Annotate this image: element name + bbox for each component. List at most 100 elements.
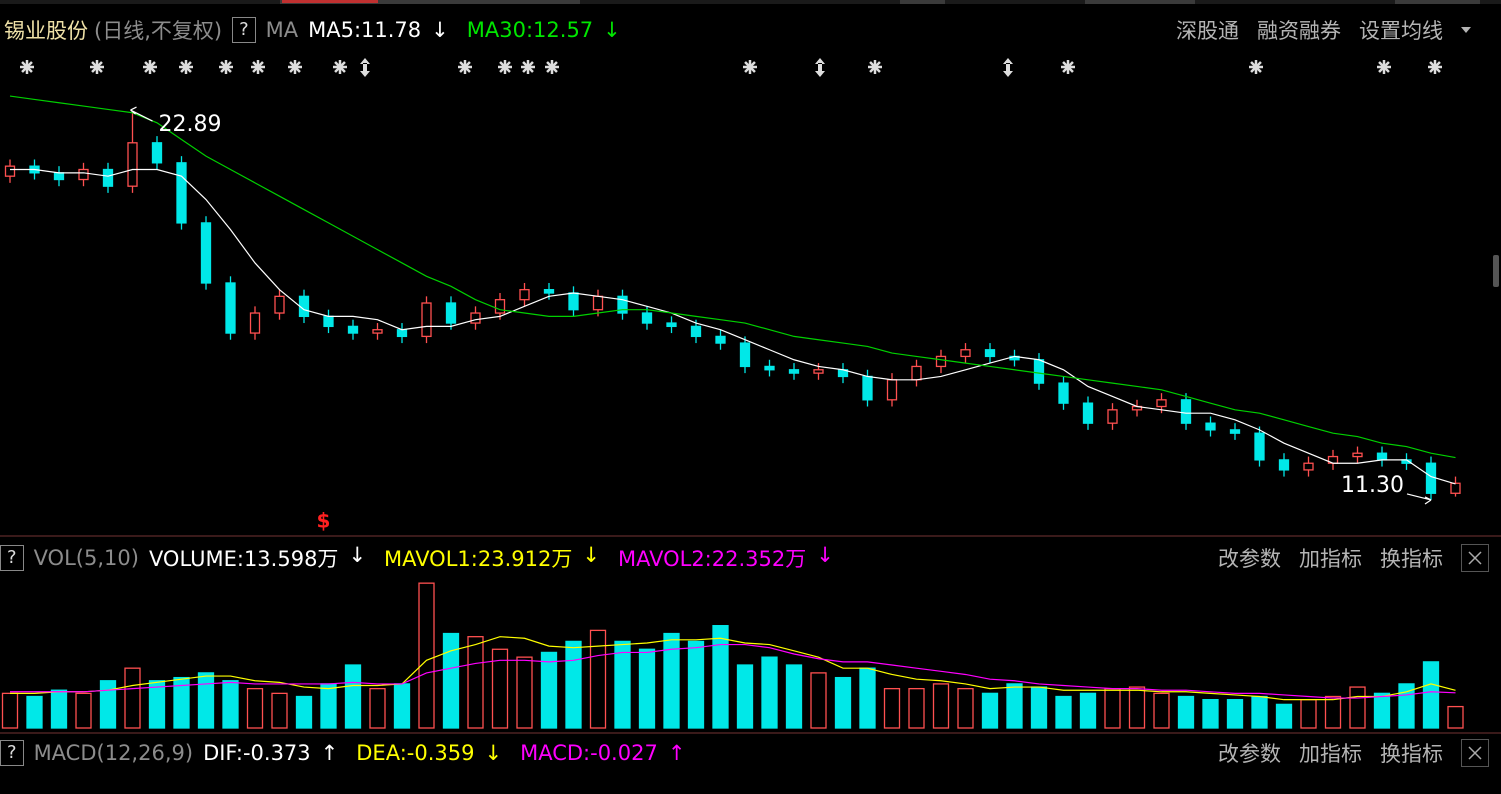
legend-text: MAVOL1:23.912万 bbox=[384, 547, 573, 571]
button[interactable]: 加指标 bbox=[1299, 547, 1362, 571]
candle-body bbox=[862, 375, 873, 401]
event-icon-ray bbox=[1429, 61, 1441, 73]
legend: DIF:-0.373 ↑ DEA:-0.359 ↓ MACD:-0.027 ↑ bbox=[203, 741, 685, 765]
button[interactable]: 加指标 bbox=[1299, 742, 1362, 766]
volume-bar bbox=[540, 651, 558, 729]
candle-body bbox=[274, 295, 285, 314]
candle-body bbox=[1450, 482, 1461, 494]
volume-bar bbox=[1226, 699, 1244, 729]
ma-line bbox=[10, 168, 1456, 485]
volume-bar bbox=[295, 695, 313, 729]
candle-body bbox=[127, 142, 138, 187]
event-icon-ray bbox=[334, 61, 346, 73]
volume-bar bbox=[761, 656, 778, 729]
event-icon-updown bbox=[815, 58, 825, 77]
button[interactable]: 换指标 bbox=[1380, 547, 1443, 571]
legend-text: MAVOL2:22.352万 bbox=[617, 547, 807, 571]
close-button[interactable] bbox=[1461, 739, 1489, 767]
volume-bar bbox=[981, 692, 999, 729]
volume-bar bbox=[1128, 686, 1146, 729]
candle-body bbox=[592, 295, 604, 311]
volume-bar bbox=[932, 683, 950, 729]
candle-body bbox=[4, 165, 16, 177]
link[interactable]: 融资融券 bbox=[1257, 19, 1341, 43]
volume-bar bbox=[908, 687, 925, 729]
candle-body bbox=[225, 282, 236, 334]
volume-bar bbox=[1324, 695, 1342, 729]
candle-body bbox=[666, 322, 677, 328]
volume-bar bbox=[736, 664, 754, 729]
volume-header: ? VOL(5,10) VOLUME:13.598万 ↓ MAVOL1:23.912… bbox=[0, 543, 1501, 573]
legend-text: MA5:11.78 bbox=[308, 18, 422, 42]
button[interactable]: 换指标 bbox=[1380, 742, 1443, 766]
event-icon-ray bbox=[91, 61, 103, 73]
volume-bar bbox=[467, 636, 484, 729]
legend-arrow: ↓ bbox=[348, 543, 367, 567]
legend-text: MACD:-0.027 bbox=[520, 741, 658, 765]
event-icon bbox=[179, 60, 193, 74]
help-button[interactable]: ? bbox=[232, 17, 256, 43]
top-tab bbox=[900, 0, 945, 4]
volume-bar bbox=[663, 632, 680, 729]
volume-bar bbox=[712, 625, 729, 729]
volume-bar bbox=[418, 582, 435, 729]
volume-bar bbox=[1251, 695, 1268, 729]
volume-bar bbox=[50, 689, 68, 729]
event-icon-ray bbox=[744, 61, 756, 73]
candle-body bbox=[1229, 429, 1241, 434]
volume-bar bbox=[148, 680, 166, 729]
candle-body bbox=[151, 142, 163, 164]
macd-header: ? MACD(12,26,9) DIF:-0.373 ↑ DEA:-0.359 ↓ MA… bbox=[0, 738, 1501, 768]
volume-bar bbox=[1422, 661, 1440, 729]
candle-body bbox=[78, 168, 89, 181]
top-tab bbox=[1085, 0, 1195, 4]
top-tab-active bbox=[282, 0, 378, 3]
candle-body bbox=[568, 292, 579, 311]
candle-body bbox=[1352, 452, 1363, 458]
event-icon-ray bbox=[869, 61, 881, 73]
candle-body bbox=[102, 168, 114, 187]
candle-body bbox=[323, 315, 334, 328]
event-icon bbox=[458, 60, 472, 74]
annotation-arrow bbox=[1406, 493, 1432, 505]
event-icon bbox=[20, 60, 34, 74]
event-icon bbox=[743, 60, 757, 74]
event-icon bbox=[143, 60, 157, 74]
candle-body bbox=[1082, 402, 1094, 424]
candle-body bbox=[519, 289, 530, 301]
candle-body bbox=[372, 329, 383, 334]
volume-bar bbox=[1275, 703, 1293, 729]
candle-body bbox=[249, 312, 261, 334]
event-icon bbox=[1061, 60, 1075, 74]
candle-body bbox=[396, 329, 408, 338]
volume-bar bbox=[1349, 686, 1366, 729]
event-icon bbox=[1377, 60, 1391, 74]
candle-body bbox=[1156, 399, 1167, 408]
candle-body bbox=[200, 222, 212, 284]
dropdown-icon[interactable] bbox=[1461, 26, 1471, 34]
link[interactable]: 深股通 bbox=[1176, 19, 1239, 43]
volume-bar bbox=[1104, 687, 1121, 729]
volume-bar bbox=[810, 672, 827, 729]
close-button[interactable] bbox=[1461, 544, 1489, 572]
candle-body bbox=[739, 342, 751, 368]
candle-body bbox=[1058, 382, 1069, 404]
top-strip bbox=[0, 0, 1501, 4]
ma-line bbox=[10, 636, 1456, 701]
volume-bar bbox=[124, 667, 141, 729]
annotation-arrow bbox=[130, 106, 153, 122]
candle-body bbox=[715, 335, 726, 344]
candle-body bbox=[445, 302, 457, 324]
candle-body bbox=[1180, 399, 1192, 424]
event-icon bbox=[333, 60, 347, 74]
legend-text: MA30:12.57 bbox=[466, 18, 594, 42]
help-button[interactable]: ? bbox=[0, 545, 24, 571]
volume-bar bbox=[344, 664, 362, 729]
help-button[interactable]: ? bbox=[0, 740, 24, 766]
button[interactable]: 改参数 bbox=[1218, 547, 1281, 571]
button[interactable]: 改参数 bbox=[1218, 742, 1281, 766]
candle-body bbox=[984, 349, 996, 358]
candle-body bbox=[1205, 422, 1216, 431]
link[interactable]: 设置均线 bbox=[1359, 19, 1443, 43]
candle-body bbox=[347, 325, 359, 334]
